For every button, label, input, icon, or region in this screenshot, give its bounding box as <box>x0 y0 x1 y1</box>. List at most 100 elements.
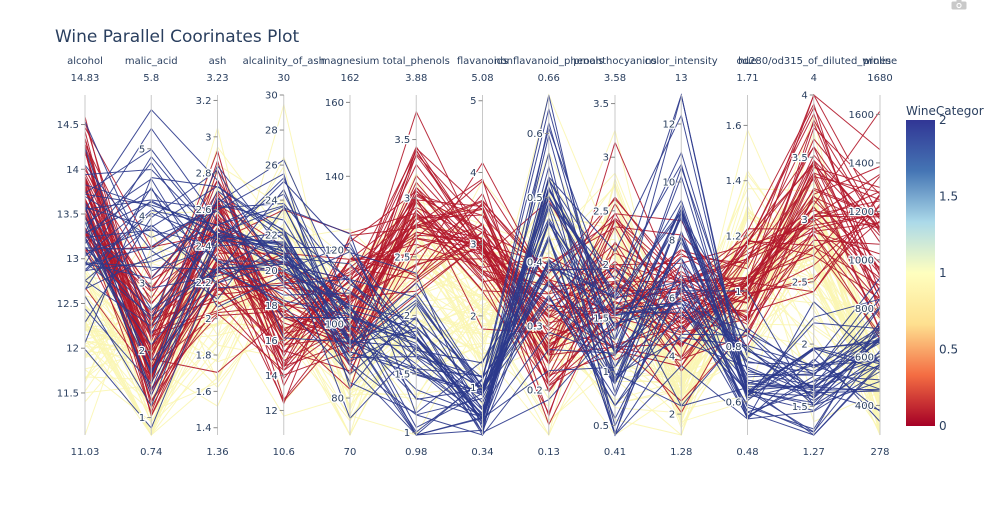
axis-min-label: 1.36 <box>206 447 228 458</box>
tick-label: 16 <box>265 336 278 347</box>
axis-min-label: 10.6 <box>273 447 295 458</box>
tick-label: 2 <box>603 260 609 271</box>
tick-label: 8 <box>669 236 675 247</box>
tick-label: 1.4 <box>196 423 212 434</box>
tick-label: 3 <box>139 279 145 290</box>
tick-label: 14 <box>265 371 278 382</box>
tick-label: 3 <box>603 153 609 164</box>
tick-label: 1.5 <box>394 370 410 381</box>
tick-label: 12 <box>663 120 676 131</box>
colorbar-tick-label: 1.5 <box>939 190 958 204</box>
colorbar-title: WineCategor <box>906 104 984 118</box>
tick-label: 4 <box>801 91 807 102</box>
tick-label: 160 <box>325 98 344 109</box>
axes: alcohol14.8311.0311.51212.51313.51414.5m… <box>55 56 898 458</box>
tick-label: 2 <box>205 314 211 325</box>
tick-label: 2.6 <box>196 205 212 216</box>
tick-label: 3.5 <box>394 135 410 146</box>
axis-min-label: 0.13 <box>538 447 560 458</box>
tick-label: 2.2 <box>196 278 212 289</box>
axis-max-label: 1.71 <box>736 73 758 84</box>
tick-label: 1.6 <box>196 387 212 398</box>
axis-max-label: 162 <box>340 73 359 84</box>
tick-label: 2 <box>801 340 807 351</box>
axis-proanthocyanins[interactable]: proanthocyanins 3.58 0.41 0.5 1 1.5 2 2.5 3 3.5 <box>573 56 656 458</box>
axis-max-label: 1680 <box>867 73 892 84</box>
tick-label: 1.5 <box>593 314 609 325</box>
tick-label: 1.6 <box>726 121 742 132</box>
tick-label: 3.2 <box>196 96 212 107</box>
tick-label: 14 <box>66 165 79 176</box>
axis-flavanoids[interactable]: flavanoids 5.08 0.34 1 2 3 4 5 <box>457 56 508 458</box>
colorbar-gradient <box>906 120 935 426</box>
axis-name: od280/od315_of_diluted_wines <box>737 56 891 67</box>
tick-label: 0.5 <box>593 421 609 432</box>
axis-min-label: 0.98 <box>405 447 427 458</box>
axis-max-label: 5.08 <box>471 73 493 84</box>
tick-label: 2.5 <box>792 277 808 288</box>
tick-label: 13 <box>66 254 79 265</box>
tick-label: 12 <box>66 344 79 355</box>
tick-label: 4 <box>139 211 145 222</box>
tick-label: 1.2 <box>726 231 742 242</box>
tick-label: 26 <box>265 161 278 172</box>
tick-label: 0.5 <box>527 193 543 204</box>
colorbar-tick-label: 0.5 <box>939 343 958 357</box>
tick-label: 1000 <box>849 255 874 266</box>
axis-hue[interactable]: hue 1.71 0.48 0.6 0.8 1 1.2 1.4 1.6 <box>724 56 759 458</box>
tick-label: 3 <box>205 132 211 143</box>
axis-name: magnesium <box>321 56 380 67</box>
axis-name: proline <box>863 56 897 67</box>
tick-label: 12 <box>265 406 278 417</box>
chart-title: Wine Parallel Coorinates Plot <box>55 27 299 47</box>
tick-label: 800 <box>855 304 874 315</box>
tick-label: 1 <box>404 428 410 439</box>
tick-label: 1.5 <box>792 402 808 413</box>
tick-label: 18 <box>265 301 278 312</box>
axis-proline[interactable]: proline 1680 278 400 600 800 1000 1200 1400 1600 <box>847 56 898 458</box>
tick-label: 4 <box>470 168 476 179</box>
axis-alcalinity-of-ash[interactable]: alcalinity_of_ash 30 10.6 12 14 16 18 20 22 24 26 2… <box>243 56 325 458</box>
tick-label: 2.5 <box>394 252 410 263</box>
colorbar: WineCategor 0 0.5 1 1.5 2 <box>906 104 984 433</box>
axis-min-label: 11.03 <box>71 447 100 458</box>
axis-max-label: 30 <box>277 73 290 84</box>
tick-label: 28 <box>265 126 278 137</box>
axis-malic-acid[interactable]: malic_acid 5.8 0.74 1 2 3 4 5 <box>125 56 178 458</box>
axis-ash[interactable]: ash 3.23 1.36 1.4 1.6 1.8 2 2.2 2.4 2.6 2.8 3 3.2 <box>194 56 229 458</box>
axis-name: malic_acid <box>125 56 178 67</box>
tick-label: 13.5 <box>57 210 79 221</box>
tick-label: 3.5 <box>792 153 808 164</box>
tick-label: 2 <box>470 311 476 322</box>
axis-name: ash <box>209 56 227 67</box>
tick-label: 22 <box>265 231 278 242</box>
axis-total-phenols[interactable]: total_phenols 3.88 0.98 1 1.5 2 2.5 3 3.5 <box>383 56 450 458</box>
axis-min-label: 278 <box>870 447 889 458</box>
axis-color-intensity[interactable]: color_intensity 13 1.28 2 4 6 8 10 12 <box>645 56 718 458</box>
colorbar-tick-label: 0 <box>939 419 947 433</box>
tick-label: 80 <box>331 394 344 405</box>
tick-label: 3 <box>404 194 410 205</box>
tick-label: 6 <box>669 294 675 305</box>
axis-alcohol[interactable]: alcohol 14.83 11.03 11.5 12 12.5 13 13.5 14 14.5 <box>55 56 103 458</box>
tick-label: 1.8 <box>196 351 212 362</box>
axis-max-label: 3.58 <box>604 73 626 84</box>
axis-min-label: 70 <box>344 447 357 458</box>
tick-label: 5 <box>139 144 145 155</box>
tick-label: 140 <box>325 172 344 183</box>
camera-icon[interactable] <box>951 0 967 10</box>
axis-max-label: 3.88 <box>405 73 427 84</box>
axis-name: alcohol <box>67 56 103 67</box>
axis-magnesium[interactable]: magnesium 162 70 80 100 120 140 160 <box>321 56 380 458</box>
axis-name: color_intensity <box>645 56 718 67</box>
tick-label: 1 <box>603 367 609 378</box>
axis-nonflavanoid-phenols[interactable]: nonflavanoid_phenols 0.66 0.13 0.2 0.3 0.4 0.5… <box>494 56 603 458</box>
axis-max-label: 5.8 <box>143 73 159 84</box>
axis-min-label: 1.28 <box>670 447 692 458</box>
axis-od280-od315-of-diluted-wines[interactable]: od280/od315_of_diluted_wines 4 1.27 1.5 2 2.5… <box>737 56 891 458</box>
tick-label: 0.8 <box>726 342 742 353</box>
tick-label: 1200 <box>849 207 874 218</box>
tick-label: 4 <box>669 352 675 363</box>
tick-label: 1600 <box>849 110 874 121</box>
